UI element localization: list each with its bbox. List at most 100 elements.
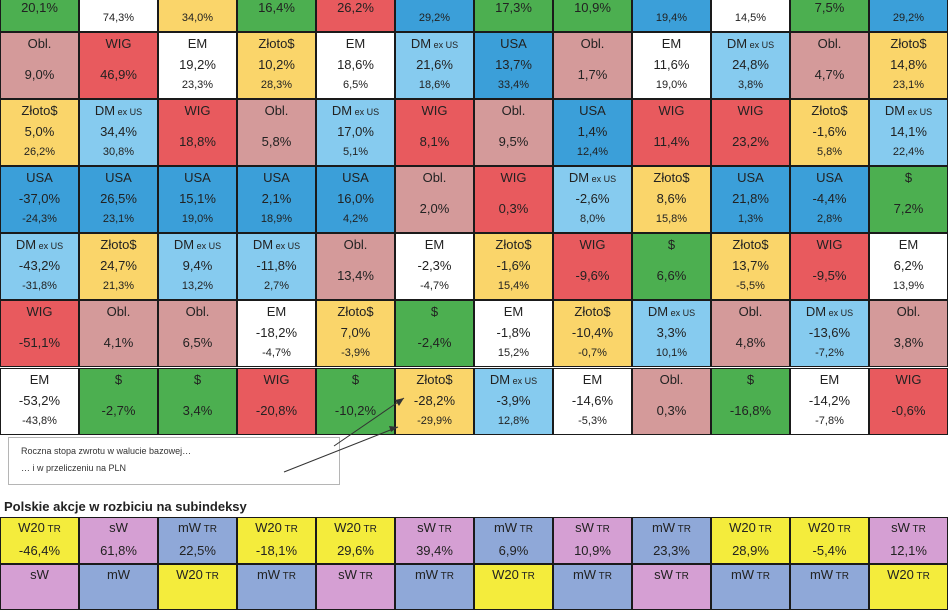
asset-label: DM ex US — [15, 237, 64, 252]
asset-label: Obl. — [580, 36, 605, 51]
asset-label: WIG — [184, 103, 211, 118]
subindex-cell: W20 TR -5,4% — [790, 517, 869, 564]
return-pln: -0,7% — [578, 347, 607, 359]
return-pln: -3,9% — [341, 347, 370, 359]
subindex-cell: W20 TR -18,1% — [237, 517, 316, 564]
return-cell: DM ex US 24,8% 3,8% — [711, 32, 790, 99]
subindex-label: mW TR — [651, 520, 692, 535]
return-cell: Obl. 4,8% — [711, 300, 790, 367]
return-pln: -29,9% — [417, 415, 452, 427]
return-base-currency: -43,2% — [18, 258, 61, 273]
asset-label: Złoto$ — [574, 304, 611, 319]
asset-label: WIG — [895, 372, 922, 387]
asset-label: Obl. — [185, 304, 210, 319]
return-pln: -31,8% — [22, 280, 57, 292]
subindex-return: 12,1% — [890, 543, 927, 558]
return-cell: EM 19,2% 23,3% — [158, 32, 237, 99]
asset-label: Obl. — [659, 372, 684, 387]
asset-label: EM — [503, 304, 524, 319]
asset-label: $ — [351, 372, 360, 387]
return-value: 4,8% — [735, 335, 766, 350]
asset-label: Obl. — [422, 170, 447, 185]
asset-label: WIG — [500, 170, 527, 185]
return-pln: 19,0% — [181, 213, 214, 225]
subindex-cell: W20 TR 28,9% — [711, 517, 790, 564]
subindex-label-suffix: TR — [201, 524, 218, 535]
asset-label: WIG — [26, 304, 53, 319]
return-pln: 26,2% — [23, 146, 56, 158]
return-pln: -43,8% — [22, 415, 57, 427]
subindex-cell: mW — [79, 564, 158, 610]
return-cell: Złoto$ 8,6% 15,8% — [632, 166, 711, 233]
asset-label-suffix: ex US — [589, 174, 617, 184]
return-cell: Złoto$ 10,2% 28,3% — [237, 32, 316, 99]
subindex-label-suffix: TR — [202, 571, 219, 582]
return-cell: DM ex US 21,6% 18,6% — [395, 32, 474, 99]
asset-label: Złoto$ — [890, 36, 927, 51]
return-cell: 17,3% — [474, 0, 553, 32]
subindex-label: mW TR — [256, 567, 297, 582]
subindex-cell: sW TR 39,4% — [395, 517, 474, 564]
subindex-cell: sW TR — [316, 564, 395, 610]
asset-label-suffix: ex US — [115, 107, 143, 117]
subindex-label: mW TR — [572, 567, 613, 582]
return-cell: Złoto$ 14,8% 23,1% — [869, 32, 948, 99]
return-value: 46,9% — [100, 67, 137, 82]
return-pln: -5,5% — [736, 280, 765, 292]
return-base-currency: 5,0% — [24, 124, 55, 139]
return-pln: 5,8% — [816, 146, 843, 158]
asset-label: DM ex US — [805, 304, 854, 319]
return-value: 17,3% — [495, 0, 532, 15]
return-base-currency: 21,6% — [416, 57, 453, 72]
subindex-label: W20 TR — [176, 567, 219, 582]
return-base-currency: -2,3% — [417, 258, 452, 273]
return-pln: 19,0% — [655, 79, 688, 91]
subindex-label-suffix: TR — [44, 524, 61, 535]
return-value: 2,0% — [419, 201, 450, 216]
subindex-cell: mW TR — [553, 564, 632, 610]
subindex-cell: mW TR — [395, 564, 474, 610]
asset-label: $ — [904, 170, 913, 185]
asset-label: EM — [29, 372, 50, 387]
return-pln: 2,8% — [816, 213, 843, 225]
asset-label: USA — [816, 170, 843, 185]
return-cell: DM ex US -11,8% 2,7% — [237, 233, 316, 300]
return-base-currency: -1,6% — [496, 258, 531, 273]
return-value: -9,6% — [575, 268, 610, 283]
return-cell: 16,4% — [237, 0, 316, 32]
asset-label: Złoto$ — [258, 36, 295, 51]
return-base-currency: -53,2% — [18, 393, 61, 408]
subindex-label: mW TR — [493, 520, 534, 535]
return-pln: 6,5% — [342, 79, 369, 91]
return-pln: 23,1% — [102, 213, 135, 225]
subindex-return: 6,9% — [498, 543, 529, 558]
asset-label: Złoto$ — [100, 237, 137, 252]
return-pln: 3,8% — [737, 79, 764, 91]
asset-label: DM ex US — [489, 372, 538, 387]
return-cell: Obl. 5,8% — [237, 99, 316, 166]
asset-label: WIG — [105, 36, 132, 51]
return-pln: 15,2% — [497, 347, 530, 359]
return-value: 23,2% — [732, 134, 769, 149]
asset-label: Obl. — [106, 304, 131, 319]
return-cell: 14,5% — [711, 0, 790, 32]
return-pln: 21,3% — [102, 280, 135, 292]
subindex-label: sW — [109, 520, 128, 535]
legend-box: Roczna stopa zwrotu w walucie bazowej… …… — [8, 437, 340, 485]
return-pln: 13,9% — [892, 280, 925, 292]
subindex-return: -46,4% — [18, 543, 61, 558]
return-value: -20,8% — [255, 403, 298, 418]
subindex-return: 10,9% — [574, 543, 611, 558]
return-base-currency: 13,7% — [732, 258, 769, 273]
return-cell: Obl. 9,5% — [474, 99, 553, 166]
asset-label: EM — [266, 304, 287, 319]
return-base-currency: 10,2% — [258, 57, 295, 72]
return-value: 20,1% — [21, 0, 58, 15]
subindex-return: 61,8% — [100, 543, 137, 558]
return-value: 0,3% — [656, 403, 687, 418]
asset-label-suffix: ex US — [905, 107, 933, 117]
subindex-return: 22,5% — [179, 543, 216, 558]
asset-label-suffix: ex US — [194, 241, 222, 251]
asset-label: Złoto$ — [21, 103, 58, 118]
return-cell: 29,2% — [395, 0, 474, 32]
